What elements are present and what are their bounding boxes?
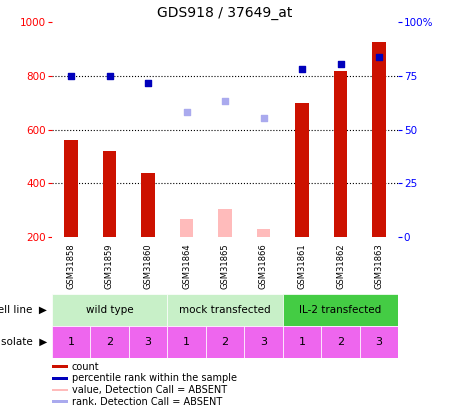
Bar — [321, 326, 360, 358]
Text: 2: 2 — [337, 337, 344, 347]
Text: isolate  ▶: isolate ▶ — [0, 337, 47, 347]
Bar — [283, 294, 398, 326]
Point — [375, 54, 382, 60]
Bar — [52, 365, 68, 368]
Bar — [52, 400, 68, 403]
Text: GSM31863: GSM31863 — [374, 244, 383, 290]
Bar — [372, 43, 386, 237]
Bar — [167, 326, 206, 358]
Bar — [64, 140, 78, 237]
Bar — [218, 209, 232, 237]
Text: 3: 3 — [375, 337, 382, 347]
Text: 1: 1 — [68, 337, 75, 347]
Bar — [129, 326, 167, 358]
Text: GSM31861: GSM31861 — [297, 244, 306, 289]
Bar — [52, 294, 167, 326]
Text: 2: 2 — [106, 337, 113, 347]
Text: mock transfected: mock transfected — [179, 305, 271, 315]
Text: 1: 1 — [298, 337, 306, 347]
Point — [260, 114, 267, 121]
Bar — [257, 229, 270, 237]
Bar — [283, 326, 321, 358]
Point — [337, 61, 344, 67]
Text: percentile rank within the sample: percentile rank within the sample — [72, 373, 237, 384]
Text: GSM31866: GSM31866 — [259, 244, 268, 290]
Text: GSM31865: GSM31865 — [220, 244, 230, 289]
Bar — [52, 326, 90, 358]
Bar — [295, 103, 309, 237]
Text: count: count — [72, 362, 99, 372]
Bar — [206, 326, 244, 358]
Bar — [103, 151, 116, 237]
Text: GSM31860: GSM31860 — [144, 244, 153, 289]
Point — [144, 79, 152, 86]
Point — [106, 72, 113, 79]
Point — [183, 109, 190, 115]
Bar — [334, 70, 347, 237]
Title: GDS918 / 37649_at: GDS918 / 37649_at — [158, 6, 292, 20]
Text: GSM31864: GSM31864 — [182, 244, 191, 289]
Text: rank, Detection Call = ABSENT: rank, Detection Call = ABSENT — [72, 397, 222, 405]
Text: cell line  ▶: cell line ▶ — [0, 305, 47, 315]
Text: 3: 3 — [260, 337, 267, 347]
Bar — [52, 389, 68, 392]
Text: GSM31859: GSM31859 — [105, 244, 114, 289]
Text: 1: 1 — [183, 337, 190, 347]
Text: IL-2 transfected: IL-2 transfected — [299, 305, 382, 315]
Bar — [180, 220, 193, 237]
Bar — [244, 326, 283, 358]
Bar — [90, 326, 129, 358]
Bar — [52, 377, 68, 380]
Text: 2: 2 — [221, 337, 229, 347]
Text: 3: 3 — [144, 337, 152, 347]
Point — [68, 72, 75, 79]
Text: GSM31862: GSM31862 — [336, 244, 345, 289]
Text: value, Detection Call = ABSENT: value, Detection Call = ABSENT — [72, 385, 227, 395]
Text: GSM31858: GSM31858 — [67, 244, 76, 289]
Point — [221, 98, 229, 104]
Bar — [167, 294, 283, 326]
Point — [298, 66, 306, 72]
Bar — [141, 173, 155, 237]
Bar — [360, 326, 398, 358]
Text: wild type: wild type — [86, 305, 133, 315]
